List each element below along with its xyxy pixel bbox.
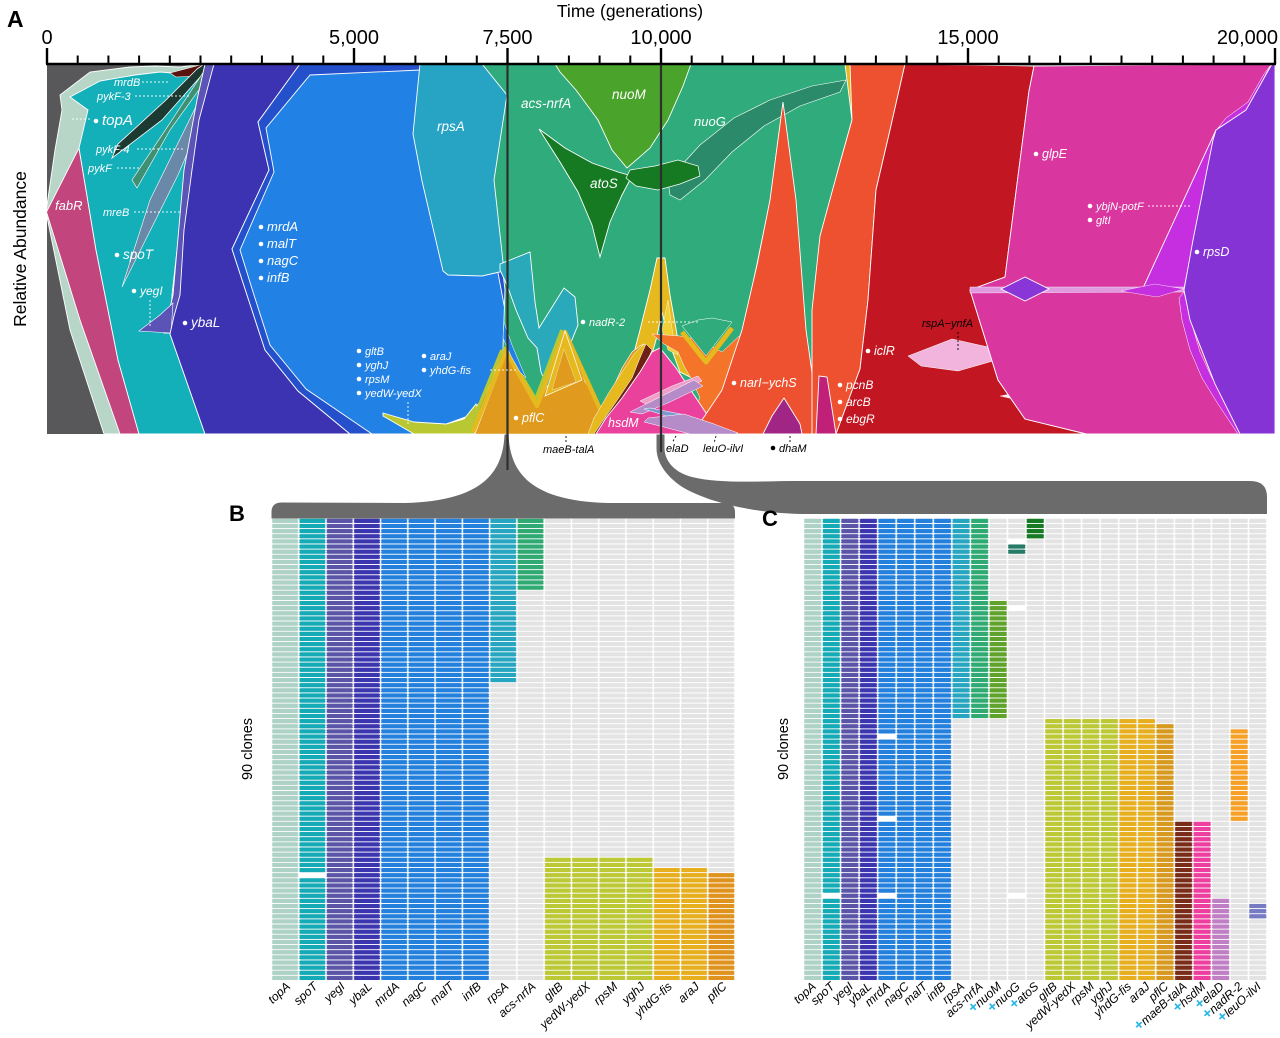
svg-text:spoT: spoT	[123, 247, 155, 262]
svg-text:yegI: yegI	[139, 284, 163, 298]
svg-text:rspA−ynfA: rspA−ynfA	[922, 318, 973, 330]
svg-text:elaD: elaD	[666, 443, 689, 455]
svg-text:glpE: glpE	[1042, 147, 1068, 161]
svg-text:10,000: 10,000	[630, 27, 691, 49]
svg-text:mrdB: mrdB	[114, 77, 140, 89]
svg-text:pcnB: pcnB	[845, 378, 873, 392]
svg-text:iclR: iclR	[874, 344, 895, 358]
svg-text:nuoG: nuoG	[694, 114, 726, 129]
svg-text:gltI: gltI	[1096, 215, 1111, 227]
svg-text:maeB-talA: maeB-talA	[543, 444, 594, 456]
svg-text:Relative Abundance: Relative Abundance	[10, 171, 30, 327]
svg-text:atoS: atoS	[590, 176, 618, 191]
svg-text:topA: topA	[102, 112, 133, 129]
svg-text:Time (generations): Time (generations)	[557, 1, 703, 21]
svg-text:nadR-2: nadR-2	[589, 317, 625, 329]
svg-text:5,000: 5,000	[329, 27, 379, 49]
svg-text:yghJ: yghJ	[364, 360, 389, 372]
svg-text:dhaM: dhaM	[779, 443, 807, 455]
svg-text:hsdM: hsdM	[608, 416, 639, 430]
svg-text:A: A	[7, 6, 24, 32]
svg-text:pykF: pykF	[87, 163, 113, 175]
svg-text:fabR: fabR	[55, 198, 82, 213]
svg-text:malT: malT	[267, 236, 297, 251]
svg-text:nuoM: nuoM	[612, 87, 647, 102]
svg-text:araJ: araJ	[430, 351, 452, 363]
svg-text:rpsA: rpsA	[437, 119, 465, 134]
svg-text:nagC: nagC	[267, 253, 299, 268]
svg-text:C: C	[762, 506, 778, 531]
svg-text:pflC: pflC	[521, 411, 545, 425]
svg-text:infB: infB	[267, 270, 290, 285]
svg-text:90 clones: 90 clones	[776, 718, 792, 780]
svg-text:arcB: arcB	[846, 395, 871, 409]
svg-text:20,000: 20,000	[1217, 27, 1278, 49]
svg-text:B: B	[229, 501, 245, 526]
svg-text:acs-nrfA: acs-nrfA	[521, 96, 571, 111]
svg-text:90 clones: 90 clones	[240, 718, 256, 780]
svg-text:rpsD: rpsD	[1203, 245, 1229, 259]
svg-text:rpsM: rpsM	[365, 374, 390, 386]
svg-text:ybjN-potF: ybjN-potF	[1095, 201, 1145, 213]
svg-text:15,000: 15,000	[937, 27, 998, 49]
svg-text:7,500: 7,500	[482, 27, 532, 49]
svg-text:gltB: gltB	[365, 346, 384, 358]
svg-text:pykF-4: pykF-4	[95, 144, 130, 156]
svg-text:mrdA: mrdA	[267, 219, 298, 234]
svg-text:ybaL: ybaL	[190, 315, 220, 330]
svg-text:narI−ychS: narI−ychS	[740, 376, 797, 390]
svg-text:0: 0	[41, 27, 52, 49]
svg-text:leuO-ilvI: leuO-ilvI	[703, 443, 743, 455]
svg-text:yedW-yedX: yedW-yedX	[364, 388, 422, 400]
svg-text:pykF-3: pykF-3	[96, 91, 132, 103]
svg-text:ebgR: ebgR	[846, 412, 875, 426]
svg-text:mreB: mreB	[103, 207, 129, 219]
svg-text:yhdG-fis: yhdG-fis	[429, 365, 471, 377]
